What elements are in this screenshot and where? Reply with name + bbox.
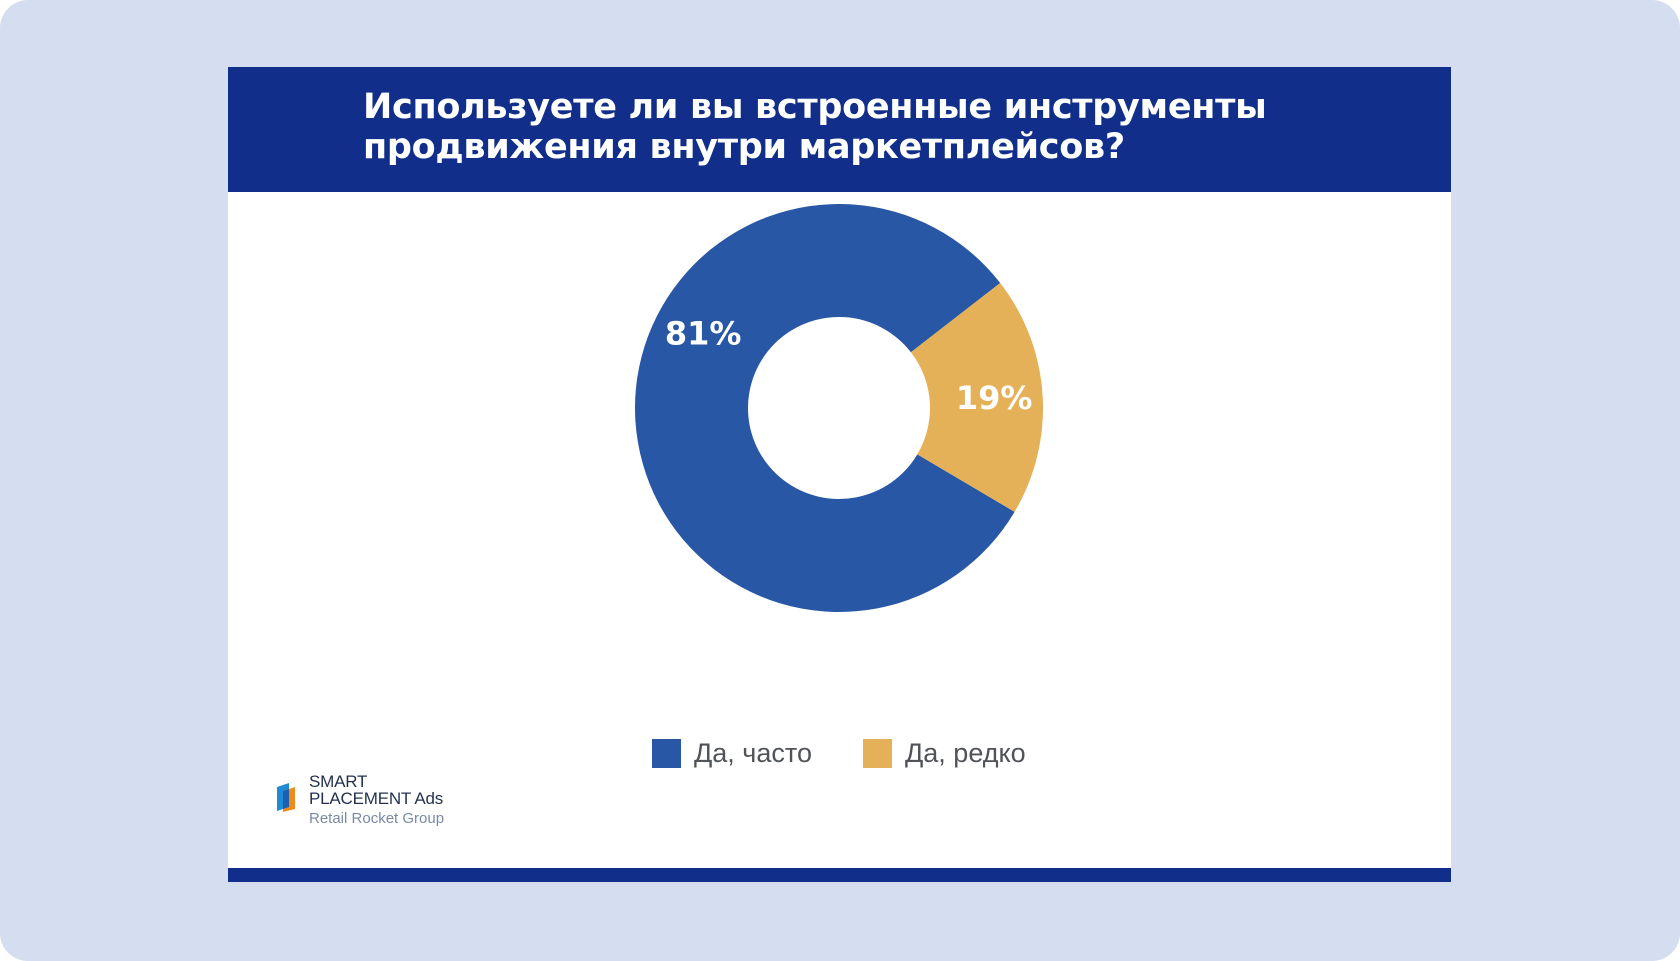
legend-swatch-rarely xyxy=(863,738,892,768)
legend-label-rarely: Да, редко xyxy=(905,737,1026,768)
chart-legend: Да, часто Да, редко xyxy=(228,733,1451,773)
donut-slice-rarely xyxy=(910,282,1043,512)
slide-header: Используете ли вы встроенные инструменты… xyxy=(228,67,1451,192)
logo-text-smart: SMART xyxy=(309,772,368,791)
smart-placement-logo: SMART PLACEMENT Ads Retail Rocket Group xyxy=(273,773,513,833)
title-line-2: продвижения внутри маркетплейсов? xyxy=(363,127,1125,167)
legend-item-rarely: Да, редко xyxy=(863,733,1026,773)
donut-slice-often xyxy=(635,203,1015,612)
logo-text-ads: Ads xyxy=(414,789,444,808)
cube-logo-icon xyxy=(277,783,295,812)
legend-item-often: Да, часто xyxy=(652,733,812,773)
slide-footer-bar xyxy=(228,868,1451,882)
data-label-rarely: 19% xyxy=(956,379,1033,417)
data-label-often: 81% xyxy=(665,314,742,352)
logo-text-group: Retail Rocket Group xyxy=(309,810,445,827)
logo-text-placement: PLACEMENT Ads xyxy=(309,790,443,808)
donut-chart: 81% 19% xyxy=(635,203,1043,612)
title-line-1: Используете ли вы встроенные инструменты xyxy=(363,87,1267,127)
legend-swatch-often xyxy=(652,738,681,768)
slide: Используете ли вы встроенные инструменты… xyxy=(228,67,1451,882)
chart-title: Используете ли вы встроенные инструменты… xyxy=(363,87,1363,167)
legend-label-often: Да, часто xyxy=(694,737,812,768)
logo-text-placement-main: PLACEMENT xyxy=(309,789,411,808)
